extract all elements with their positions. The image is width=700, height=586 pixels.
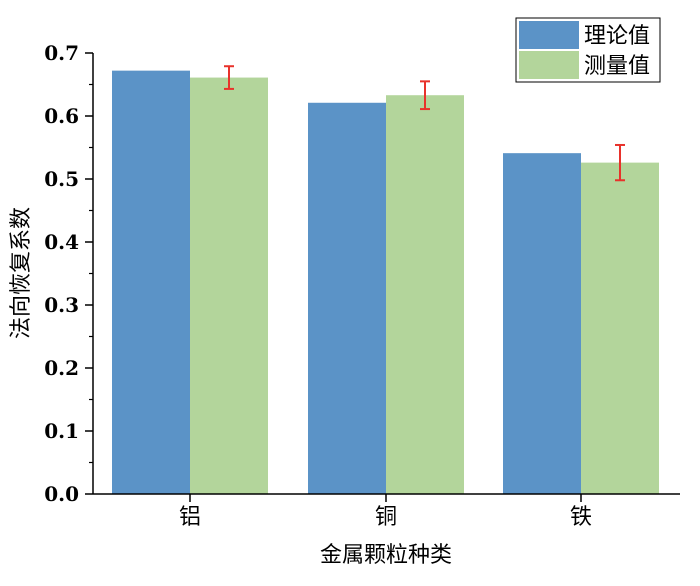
legend: 理论值 测量值 — [515, 17, 661, 83]
y-tick-label: 0.6 — [44, 104, 79, 128]
error-bar-measured-fe — [615, 143, 625, 182]
error-bars-layer — [224, 65, 625, 182]
error-bar-measured-cu — [420, 80, 430, 111]
error-bar-measured-al — [224, 65, 234, 90]
y-tick-label: 0.2 — [44, 356, 79, 380]
y-tick-label: 0.0 — [44, 482, 79, 506]
legend-label-theory: 理论值 — [584, 24, 650, 49]
x-axis-title: 金属颗粒种类 — [320, 543, 452, 568]
bar-theory-fe — [503, 153, 581, 495]
y-tick-label: 0.1 — [44, 419, 79, 443]
x-ticks: 铝铜铁 — [179, 494, 592, 530]
x-tick-label-fe: 铁 — [570, 505, 592, 530]
y-tick-label: 0.7 — [44, 41, 79, 65]
y-axis-title: 法向恢复系数 — [9, 207, 34, 339]
bar-measured-fe — [581, 162, 659, 494]
bar-theory-cu — [308, 102, 386, 495]
bars-layer — [112, 70, 659, 495]
legend-swatch-theory — [519, 21, 579, 49]
legend-label-measured: 测量值 — [584, 54, 650, 79]
bar-measured-cu — [386, 95, 464, 495]
x-tick-label-cu: 铜 — [375, 505, 397, 530]
y-tick-label: 0.4 — [44, 230, 79, 254]
y-ticks: 0.0 0.1 0.2 0.3 0.4 0.5 0.6 0.7 — [44, 41, 93, 506]
bar-theory-al — [112, 70, 190, 494]
x-tick-label-al: 铝 — [179, 505, 201, 530]
legend-swatch-measured — [519, 51, 579, 79]
y-tick-label: 0.5 — [44, 167, 79, 191]
bar-measured-al — [190, 77, 268, 494]
y-tick-label: 0.3 — [44, 293, 79, 317]
